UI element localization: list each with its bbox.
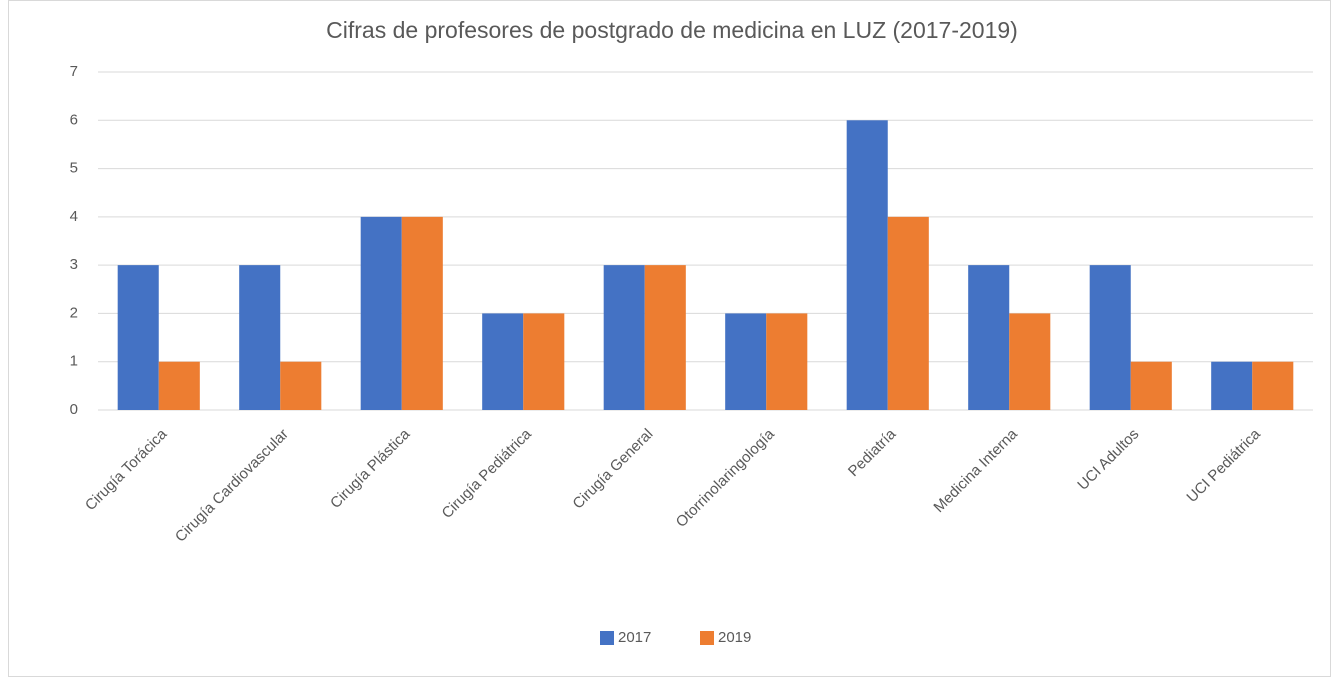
bar bbox=[1130, 361, 1172, 410]
bar bbox=[482, 313, 524, 410]
bar bbox=[280, 361, 322, 410]
bar bbox=[1089, 265, 1131, 410]
bar bbox=[239, 265, 281, 410]
bar bbox=[158, 361, 200, 410]
y-tick-label: 4 bbox=[70, 208, 78, 225]
y-tick-label: 3 bbox=[70, 256, 78, 273]
y-tick-label: 6 bbox=[70, 111, 78, 128]
bar bbox=[766, 313, 808, 410]
bar bbox=[725, 313, 767, 410]
bar bbox=[1252, 361, 1294, 410]
bar bbox=[401, 216, 443, 410]
bar bbox=[887, 216, 929, 410]
legend-swatch bbox=[600, 631, 614, 645]
bar bbox=[360, 216, 402, 410]
bar bbox=[117, 265, 159, 410]
legend-label: 2017 bbox=[618, 629, 651, 646]
y-tick-label: 2 bbox=[70, 304, 78, 321]
legend-label: 2019 bbox=[718, 629, 751, 646]
bar bbox=[1009, 313, 1051, 410]
y-tick-label: 1 bbox=[70, 353, 78, 370]
bar bbox=[603, 265, 645, 410]
bar bbox=[1211, 361, 1253, 410]
bar bbox=[846, 120, 888, 411]
y-tick-label: 5 bbox=[70, 160, 78, 177]
y-tick-label: 0 bbox=[70, 401, 78, 418]
y-tick-label: 7 bbox=[70, 63, 78, 80]
bar bbox=[644, 265, 686, 410]
legend-swatch bbox=[700, 631, 714, 645]
bar bbox=[523, 313, 565, 410]
chart-title: Cifras de profesores de postgrado de med… bbox=[326, 17, 1018, 43]
bar bbox=[968, 265, 1010, 410]
